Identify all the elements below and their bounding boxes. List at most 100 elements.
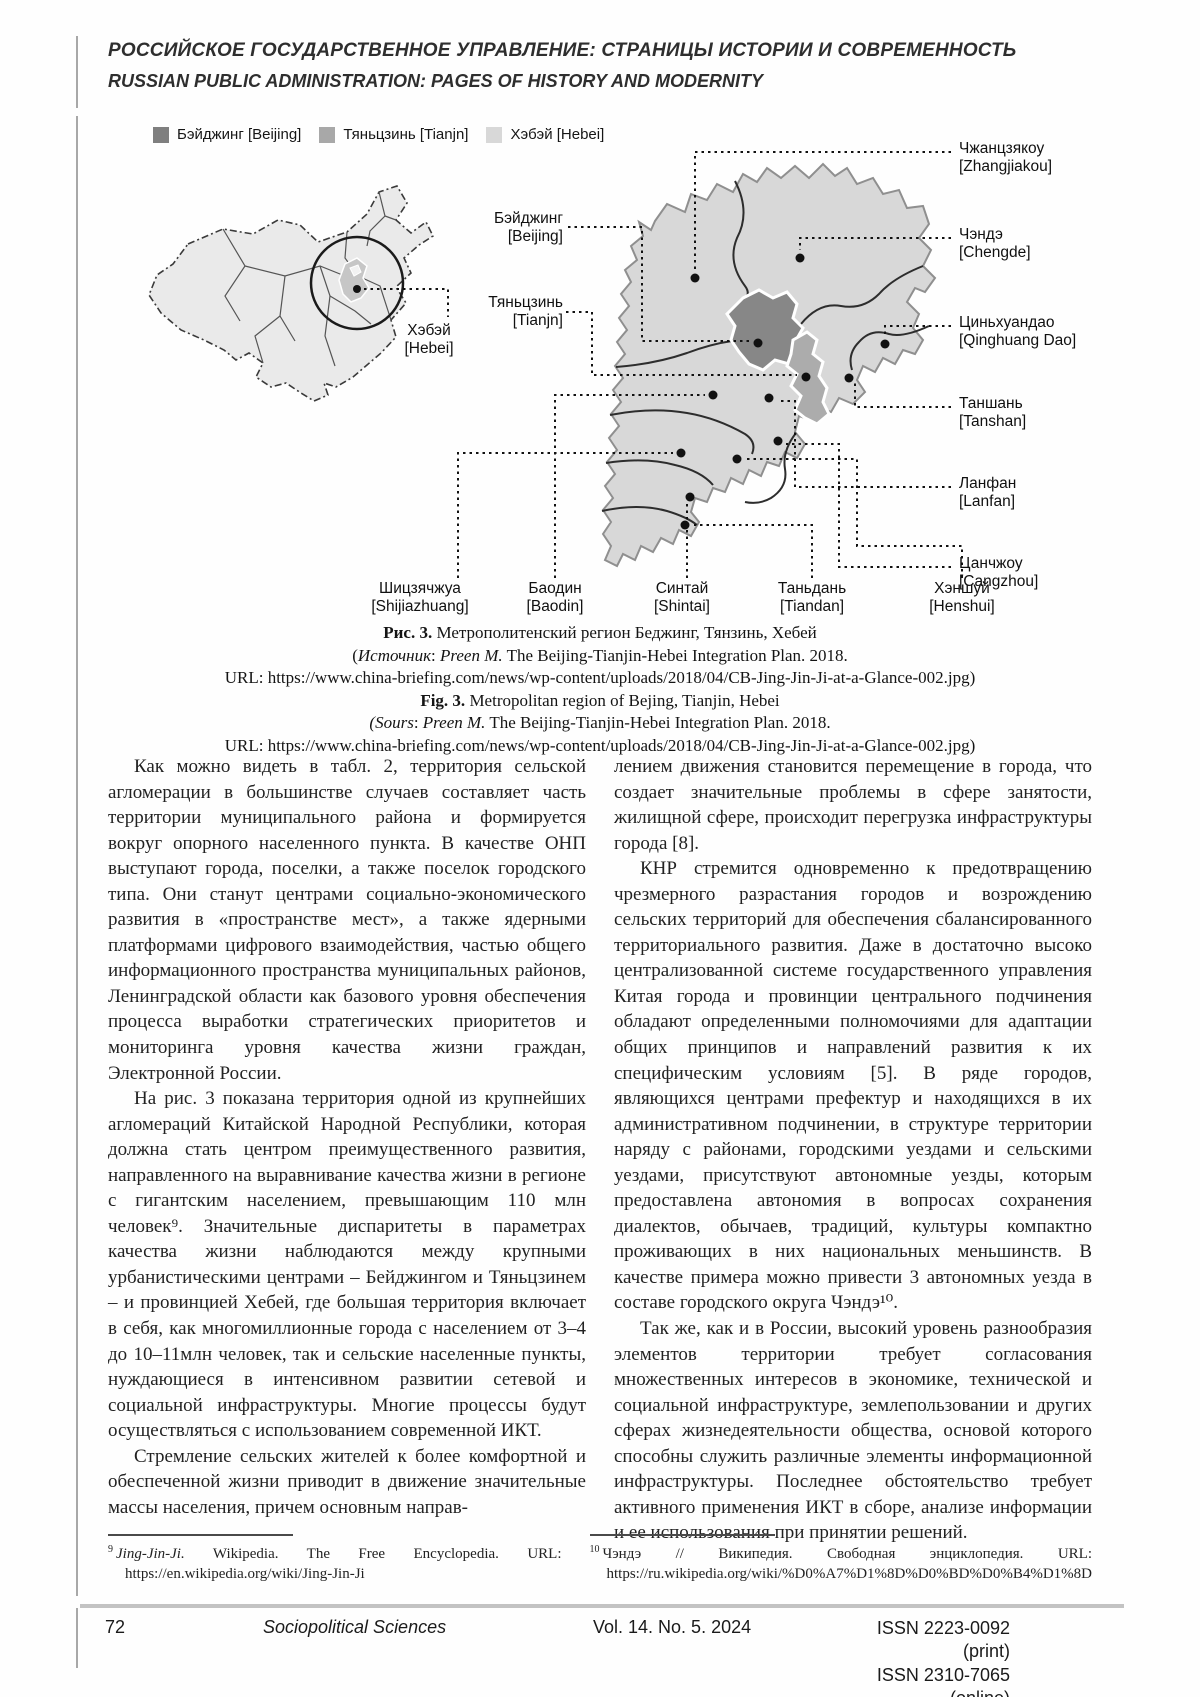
dot-henshui [732,454,742,464]
label-en: [Chengde] [959,243,1031,261]
dot-qinghuangdao [880,339,890,349]
dot-baodin [708,390,718,400]
label-ru: Циньхуандао [959,314,1055,331]
label-hebei-inset: Хэбэй [Hebei] [375,322,483,358]
leader-tanshan [854,383,951,408]
label-chengde: Чэндэ [Chengde] [959,226,1123,262]
label-ru: Синтай [655,580,709,597]
footnote-right: 10 Чэндэ // Википедия. Свободная энциклоп… [589,1534,1093,1585]
body-column-left: Как можно видеть в табл. 2, территория с… [108,754,586,1546]
caption-en-url: URL: https://www.china-briefing.com/news… [224,736,976,756]
dot-beijing [753,338,763,348]
paragraph: На рис. 3 показана территория одной из к… [108,1088,586,1442]
caption-ru-title: Рис. 3. Метрополитенский регион Беджинг,… [100,622,1100,645]
caption-paren: ( [352,645,358,665]
label-beijing: Бэйджинг [Beijing] [447,210,563,246]
label-qinghuangdao: Циньхуандао [Qinghuang Dao] [959,314,1123,350]
label-en: [Shintai] [653,597,710,615]
dot-chengde [795,253,805,263]
footnote-left: 9 Jing-Jin-Ji. Wikipedia. The Free Encycl… [108,1534,562,1585]
label-en: [Beijing] [507,227,563,245]
jingjinji-map [457,151,963,578]
label-en: [Lanfan] [959,492,1016,510]
label-tanshan: Таншань [Tanshan] [959,395,1123,431]
issn-print: ISSN 2223-0092 (print) [876,1618,1010,1662]
leader-shijiazhuang [457,452,673,578]
label-ru: Цанчжоу [959,555,1023,572]
leader-cangzhou [786,443,951,568]
leader-qinghuangdao [884,325,951,336]
legend-item-hebei: Хэбэй [Hebei] [486,126,604,143]
label-ru: Чэндэ [959,226,1003,243]
label-en: [Baodin] [526,597,584,615]
label-ru: Баодин [528,580,582,597]
footnote-source: Jing-Jin-Ji. [116,1545,185,1562]
caption-en-source: (Sours: Preen M. The Beijing-Tianjin-Heb… [100,712,1100,735]
caption-title-text: Метрополитенский регион Беджинг, Тянзинь… [432,623,817,642]
prefecture-borders [601,180,930,526]
label-ru: Шицзячжуа [379,580,461,597]
body-column-right: лением движения становится перемещение в… [614,754,1092,1546]
label-ru: Хэбэй [407,322,451,339]
legend-item-beijing: Бэйджинг [Beijing] [153,126,301,143]
map-graphic [148,151,963,578]
footnotes: 9 Jing-Jin-Ji. Wikipedia. The Free Encycl… [108,1534,1092,1585]
footnote-marker: 9 [108,1543,113,1555]
leader-henshui [746,458,963,578]
paragraph: лением движения становится перемещение в… [614,756,1092,854]
journal-name: Sociopolitical Sciences [263,1617,447,1637]
label-zhangjiakou: Чжанцзякоу [Zhangjiakou] [959,140,1123,176]
figure-caption: Рис. 3. Метрополитенский регион Беджинг,… [100,622,1100,758]
label-tianjin: Тяньцзинь [Tianjn] [437,294,563,330]
leader-lanfan [777,400,951,488]
legend-item-tianjin: Тяньцзинь [Tianjn] [319,126,468,143]
article-body: Как можно видеть в табл. 2, территория с… [108,754,1092,1546]
china-province-borders [222,191,397,367]
footnote-text: 9 Jing-Jin-Ji. Wikipedia. The Free Encycl… [108,1543,562,1585]
footnote-rule [108,1534,293,1536]
leader-zhangjiakou [694,151,951,270]
left-margin-rule-main [76,116,78,1596]
leader-tiandan [694,524,813,578]
footer-rule [80,1604,1124,1608]
dot-tanshan [844,373,854,383]
label-tiandan: Таньдань [Tiandan] [742,580,882,616]
label-ru: Таншань [959,395,1023,412]
figure-map: Бэйджинг [Beijing] Тяньцзинь [Tianjn] Хэ… [95,126,1125,618]
left-margin-rule-footer [76,1608,78,1668]
paragraph: Как можно видеть в табл. 2, территория с… [108,756,586,1084]
inset-city-dot [353,285,361,293]
caption-title-text: Metropolitan region of Bejing, Tianjin, … [465,690,780,710]
dot-tianjin [801,372,811,382]
china-inset-map [148,185,449,402]
label-en: [Hebei] [404,339,454,357]
label-en: [Tianjn] [512,311,563,329]
page-footer: 72 Sociopolitical Sciences Vol. 14. No. … [105,1617,1010,1697]
inset-leader-line [364,288,449,317]
label-cangzhou: Цанчжоу [Cangzhou] [959,555,1123,591]
footnote-rule [589,1534,775,1536]
dot-shintai [685,492,695,502]
legend-swatch-hebei [486,126,503,143]
dot-tiandan [680,520,690,530]
hebei-inset-region [338,257,370,303]
running-head-russian: РОССИЙСКОЕ ГОСУДАРСТВЕННОЕ УПРАВЛЕНИЕ: С… [108,40,1017,61]
map-legend: Бэйджинг [Beijing] Тяньцзинь [Tianjn] Хэ… [153,126,604,143]
legend-label: Тяньцзинь [Tianjn] [343,126,469,143]
label-en: [Cangzhou] [959,572,1039,590]
dot-lanfan [764,393,774,403]
caption-source-rest: The Beijing-Tianjin-Hebei Integration Pl… [502,645,848,665]
label-en: [Tiandan] [779,597,845,615]
left-margin-rule-top [76,36,78,108]
caption-ru-source: (Источник: Preen M. The Beijing-Tianjin-… [100,645,1100,668]
china-outline [148,185,435,402]
dot-cangzhou [773,436,783,446]
caption-author: Preen M. [440,645,503,665]
footnote-text: 10 Чэндэ // Википедия. Свободная энциклоп… [590,1543,1093,1585]
label-en: [Qinghuang Dao] [959,331,1077,349]
beijing-inset-region [349,264,362,277]
caption-en-title: Fig. 3. Metropolitan region of Bejing, T… [100,690,1100,713]
label-shintai: Синтай [Shintai] [612,580,752,616]
paragraph: Стремление сельских жителей к более комф… [108,1445,586,1518]
